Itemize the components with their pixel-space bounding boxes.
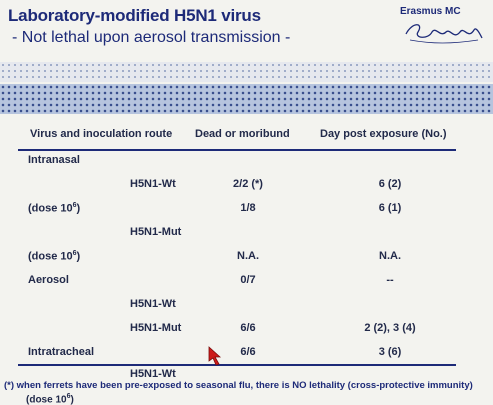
header-rule	[18, 149, 456, 151]
row-dead: 6/6	[240, 322, 256, 334]
row-sub-h5n1-wt: H5N1-Wt	[130, 298, 176, 310]
row-label-dose: (dose 106)	[28, 202, 81, 215]
row-day: 6 (1)	[378, 202, 402, 214]
decorative-dot-band	[0, 84, 493, 114]
row-day: 6 (2)	[378, 178, 402, 190]
row-sub-h5n1-mut: H5N1-Mut	[130, 322, 182, 334]
logo-text: Erasmus MC	[400, 6, 461, 17]
slide-subtitle: - Not lethal upon aerosol transmission -	[12, 29, 291, 46]
row-sub-h5n1-wt: H5N1-Wt	[130, 368, 176, 380]
row-label-aerosol: Aerosol	[28, 274, 69, 286]
row-day: --	[386, 274, 394, 286]
row-day: 2 (2), 3 (4)	[364, 322, 416, 334]
row-label-dose: (dose 106)	[28, 250, 81, 263]
row-dead: N.A.	[237, 250, 259, 262]
row-dead: 6/6	[240, 346, 256, 358]
row-sub-h5n1-wt: H5N1-Wt	[130, 178, 176, 190]
row-dead: 2/2 (*)	[233, 178, 263, 190]
header-day: Day post exposure (No.)	[320, 128, 447, 140]
table-footnote: (*) when ferrets have been pre-exposed t…	[4, 380, 473, 391]
mouse-pointer-icon	[208, 346, 222, 366]
row-day: 3 (6)	[378, 346, 402, 358]
row-dead: 0/7	[240, 274, 256, 286]
row-day: N.A.	[379, 250, 401, 262]
decorative-dot-band-light	[0, 62, 493, 82]
row-sub-h5n1-mut: H5N1-Mut	[130, 226, 182, 238]
row-dead: 1/8	[240, 202, 256, 214]
clipped-dose-label: (dose 106)	[26, 393, 74, 405]
row-label-intratracheal: Intratracheal	[28, 346, 95, 358]
row-label-intranasal: Intranasal	[28, 154, 80, 166]
header-dead: Dead or moribund	[195, 128, 290, 140]
bottom-rule	[18, 364, 456, 366]
slide-title: Laboratory-modified H5N1 virus	[8, 6, 261, 25]
header-route: Virus and inoculation route	[30, 128, 173, 140]
logo-script-mark	[405, 24, 483, 44]
erasmus-mc-logo: Erasmus MC	[400, 6, 486, 48]
